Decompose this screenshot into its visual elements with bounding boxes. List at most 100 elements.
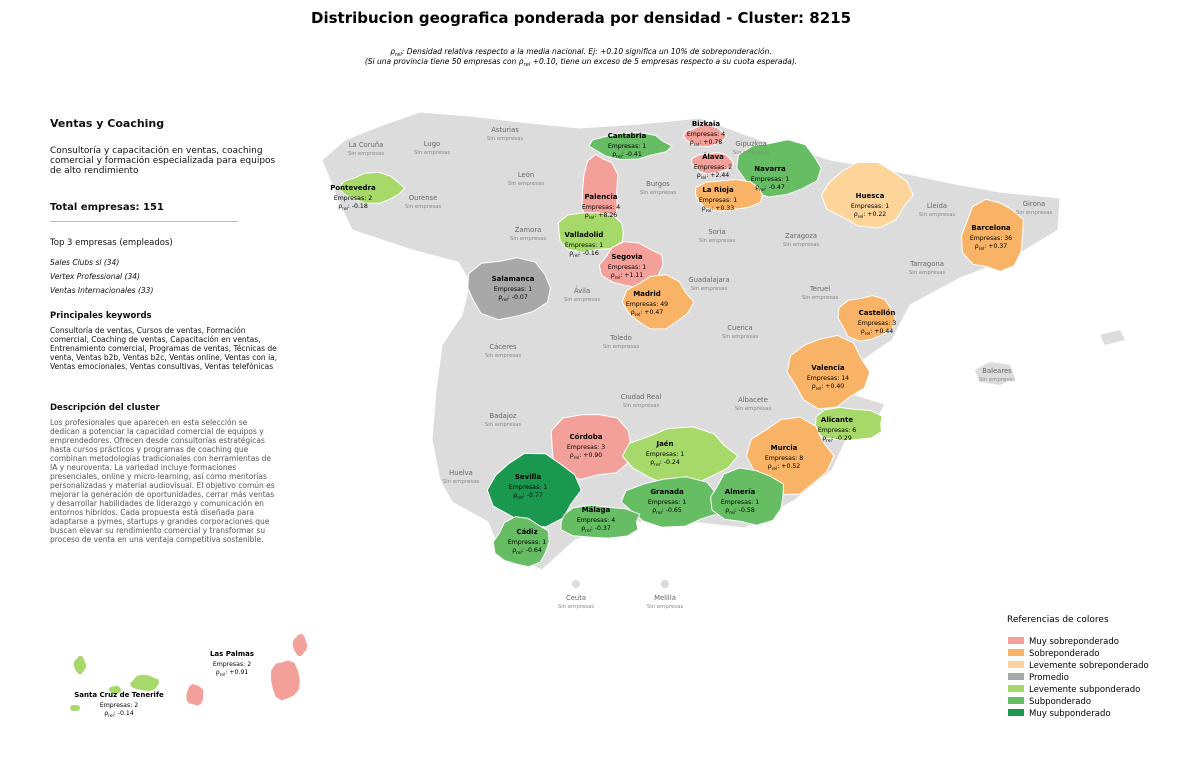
province-name: La Rioja [702,186,734,194]
text-part: : +0.33 [711,205,734,212]
empty-province-name: Teruel [809,285,830,293]
text-part: ρ [975,243,979,250]
subscript: rel [729,510,735,516]
text-part: ρ [612,151,616,158]
text-part: ρ [768,463,772,470]
province-name: Santa Cruz de Tenerife [74,691,164,699]
province-name: Madrid [633,290,661,298]
text-part: : +0.37 [984,243,1007,250]
empty-province-name: Soria [708,228,725,236]
province-shape [550,413,632,481]
text-part: : +0.91 [225,669,248,676]
baleares [1100,330,1125,345]
legend-label: Muy sobreponderado [1029,637,1119,647]
text-part: ρ [585,212,589,219]
province-rho: ρrel: -0.65 [652,507,682,516]
subscript: rel [342,206,348,212]
no-data-label: Sin empresas [485,422,522,428]
province-rho: ρrel: -0.29 [822,435,852,444]
empty-province-name: Zaragoza [785,232,817,240]
cluster-summary: Consultoría y capacitación en ventas, co… [50,146,276,176]
province-name: Pontevedra [330,184,376,192]
province-rho: ρrel: +0.78 [690,139,723,148]
province-companies: Empresas: 1 [494,286,532,293]
empty-province-name: Albacete [738,396,768,404]
province-companies: Empresas: 2 [334,195,372,202]
subscript: rel [772,466,778,472]
province-shape [557,212,624,254]
province-companies: Empresas: 4 [577,517,615,524]
empty-province-name: Baleares [982,367,1012,375]
province-rho: ρrel: +0.22 [854,211,887,220]
text-part: : Densidad relativa respecto a la media … [402,47,772,56]
empty-province-name: Zamora [515,226,542,234]
province-rho: ρrel: +0.44 [861,328,894,337]
subscript: rel [517,495,523,501]
text-part: : +0.90 [579,452,602,459]
text-part: ρ [611,272,615,279]
empty-province-name: La Coruña [349,141,384,149]
no-data-label: Sin empresas [443,479,480,485]
province-name: Barcelona [971,224,1011,232]
province-rho: ρrel: -0.07 [498,294,528,303]
text-part: ρ [854,211,858,218]
subscript: rel [858,214,864,220]
province-name: Bizkaia [692,120,721,128]
empty-province-name: Huelva [449,469,473,477]
top-title: Top 3 empresas (empleados) [50,238,173,248]
province-companies: Empresas: 4 [687,131,725,138]
province-shape [837,294,896,342]
province-name: Valencia [811,364,844,372]
legend-title: Referencias de colores [1007,615,1109,625]
text-part: : -0.24 [660,459,680,466]
no-data-label: Sin empresas [722,334,759,340]
province-rho: ρrel: +2.44 [697,172,730,181]
subscript: rel [523,62,530,68]
province-rho: ρrel: -0.64 [512,547,542,556]
no-data-label: Sin empresas [919,212,956,218]
island-shape [69,703,81,713]
keywords: Consultoría de ventas, Cursos de ventas,… [50,326,278,371]
island-shape [291,632,309,658]
province-companies: Empresas: 1 [608,264,646,271]
text-part: : +2.44 [706,172,729,179]
note-line: (Si una provincia tiene 50 empresas con … [365,57,797,68]
no-data-label: Sin empresas [979,377,1016,383]
province-rho: ρrel: +0.40 [812,383,845,392]
text-part: ρ [216,669,220,676]
text-part: ρ [631,309,635,316]
province-rho: ρrel: -0.77 [513,492,543,501]
cluster-name: Ventas y Coaching [50,117,165,130]
province-shape [269,659,301,702]
no-data-label: Sin empresas [348,151,385,157]
province-rho: ρrel: +0.33 [702,205,735,214]
province-name: Álava [702,152,724,161]
province-rho: ρrel: +0.91 [216,669,249,678]
text-part: ρ [390,47,395,56]
province-name: Huesca [856,192,885,200]
province-companies: Empresas: 1 [509,484,547,491]
legend-swatch [1008,673,1024,680]
subscript: rel [816,386,822,392]
subscript: rel [585,528,591,534]
province-shape [620,476,729,528]
empty-province-name: Guadalajara [688,276,729,284]
baleares [975,362,1015,385]
empty-province-name: Girona [1023,200,1045,208]
province-rho: ρrel: -0.58 [725,507,755,516]
subscript: rel [108,713,114,719]
province-rho: ρrel: +0.52 [768,463,801,472]
province-companies: Empresas: 3 [858,320,896,327]
legend-swatch [1008,685,1024,692]
province-name: Córdoba [570,433,603,441]
empty-province-name: Cáceres [489,343,517,351]
province-rho: ρrel: +1.11 [611,272,644,281]
province-shape [338,171,406,204]
text-part: ρ [652,507,656,514]
no-data-label: Sin empresas [485,353,522,359]
text-part: : -0.77 [523,492,543,499]
province-companies: Empresas: 1 [751,176,789,183]
text-part: : +0.44 [870,328,893,335]
province-shape [690,152,735,175]
legend-swatch [1008,649,1024,656]
